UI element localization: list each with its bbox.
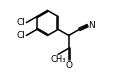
Text: Cl: Cl: [17, 31, 25, 40]
Text: Cl: Cl: [17, 18, 25, 27]
Text: N: N: [88, 21, 94, 30]
Text: O: O: [65, 61, 72, 70]
Text: CH₃: CH₃: [50, 55, 65, 64]
